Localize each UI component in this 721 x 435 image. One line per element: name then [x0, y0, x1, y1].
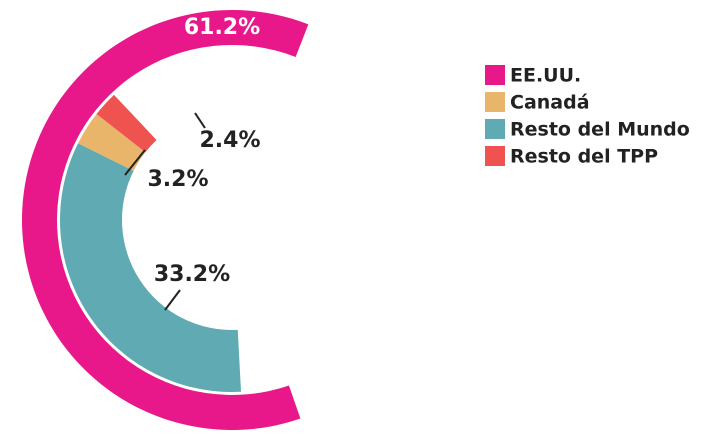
value-label: 3.2%	[147, 167, 208, 192]
legend-label: EE.UU.	[510, 65, 581, 87]
legend-label: Resto del Mundo	[510, 119, 690, 141]
leader-line	[194, 112, 206, 129]
value-label: 2.4%	[199, 128, 260, 153]
value-label: 61.2%	[184, 15, 260, 40]
value-label: 33.2%	[154, 262, 230, 287]
legend-swatch	[485, 65, 505, 85]
legend-label: Resto del TPP	[510, 146, 658, 168]
legend-swatch	[485, 92, 505, 112]
inner-arc	[78, 114, 146, 171]
leader-line	[164, 289, 181, 311]
leader-line	[124, 149, 146, 176]
inner-arc	[60, 143, 242, 392]
legend-swatch	[485, 146, 505, 166]
legend-swatch	[485, 119, 505, 139]
legend-label: Canadá	[510, 92, 590, 114]
inner-arc	[96, 94, 157, 153]
